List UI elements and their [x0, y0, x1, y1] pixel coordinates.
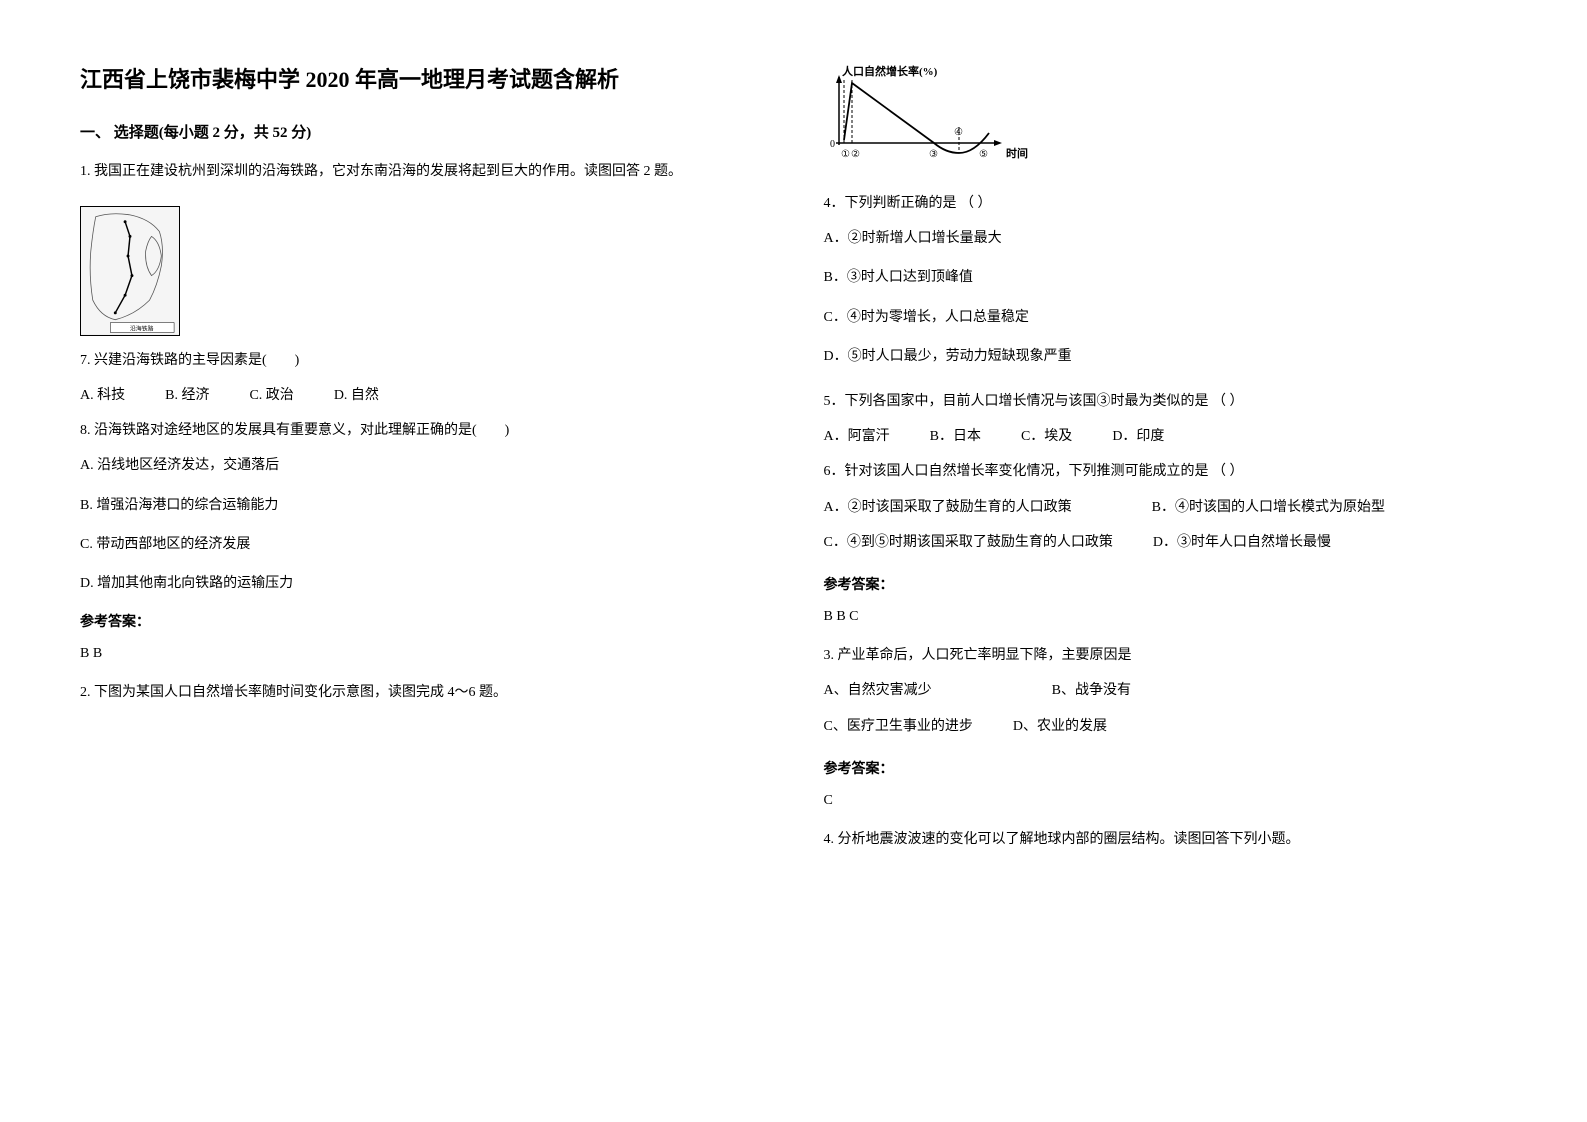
q5-option-c: C．埃及 — [1021, 424, 1072, 449]
q3-options-row1: A、自然灾害减少 B、战争没有 — [824, 678, 1508, 703]
q8-option-d: D. 增加其他南北向铁路的运输压力 — [80, 571, 764, 596]
q7-option-c: C. 政治 — [249, 383, 293, 408]
q4-option-d: D．⑤时人口最少，劳动力短缺现象严重 — [824, 344, 1508, 369]
q1-answer-label: 参考答案： — [80, 610, 764, 635]
q1-answer: B B — [80, 641, 764, 666]
svg-text:⑤: ⑤ — [979, 149, 988, 160]
q6-option-a: A．②时该国采取了鼓励生育的人口政策 — [824, 495, 1072, 520]
q4-option-c: C．④时为零增长，人口总量稳定 — [824, 305, 1508, 330]
q4-option-b: B．③时人口达到顶峰值 — [824, 265, 1508, 290]
q8-text: 8. 沿海铁路对途经地区的发展具有重要意义，对此理解正确的是( ) — [80, 418, 764, 443]
q8-option-c: C. 带动西部地区的经济发展 — [80, 532, 764, 557]
q7-text: 7. 兴建沿海铁路的主导因素是( ) — [80, 348, 764, 373]
chart-title: 人口自然增长率(%) — [842, 65, 938, 78]
section-header: 一、 选择题(每小题 2 分，共 52 分) — [80, 120, 764, 147]
q3-answer: C — [824, 788, 1508, 813]
q1-intro: 1. 我国正在建设杭州到深圳的沿海铁路，它对东南沿海的发展将起到巨大的作用。读图… — [80, 159, 764, 184]
chart-svg: 人口自然增长率(%) 0 ① ② ③ ④ ⑤ 时间 — [824, 65, 1034, 175]
q4-bottom-text: 4. 分析地震波波速的变化可以了解地球内部的圈层结构。读图回答下列小题。 — [824, 827, 1508, 852]
svg-text:沿海铁路: 沿海铁路 — [130, 324, 154, 332]
q5-options: A．阿富汗 B．日本 C．埃及 D．印度 — [824, 424, 1508, 449]
q6-option-b: B．④时该国的人口增长模式为原始型 — [1152, 495, 1385, 520]
q2-intro: 2. 下图为某国人口自然增长率随时间变化示意图，读图完成 4～6 题。 — [80, 680, 764, 705]
svg-text:②: ② — [851, 149, 860, 160]
q3-answer-label: 参考答案： — [824, 757, 1508, 782]
population-chart: 人口自然增长率(%) 0 ① ② ③ ④ ⑤ 时间 — [824, 65, 1034, 175]
q8-option-b: B. 增强沿海港口的综合运输能力 — [80, 493, 764, 518]
q6-option-d: D．③时年人口自然增长最慢 — [1153, 530, 1331, 555]
map-svg: 沿海铁路 — [81, 207, 179, 334]
q2-answer-label: 参考答案： — [824, 573, 1508, 598]
q4-text: 4．下列判断正确的是 （ ） — [824, 191, 1508, 216]
q5-option-a: A．阿富汗 — [824, 424, 890, 449]
q3-text: 3. 产业革命后，人口死亡率明显下降，主要原因是 — [824, 643, 1508, 668]
q6-text: 6．针对该国人口自然增长率变化情况，下列推测可能成立的是 （ ） — [824, 459, 1508, 484]
q7-options: A. 科技 B. 经济 C. 政治 D. 自然 — [80, 383, 764, 408]
svg-text:①: ① — [841, 149, 850, 160]
left-column: 江西省上饶市裴梅中学 2020 年高一地理月考试题含解析 一、 选择题(每小题 … — [80, 60, 764, 1062]
q3-option-a: A、自然灾害减少 — [824, 678, 932, 703]
q3-options-row2: C、医疗卫生事业的进步 D、农业的发展 — [824, 714, 1508, 739]
q6-options-row1: A．②时该国采取了鼓励生育的人口政策 B．④时该国的人口增长模式为原始型 — [824, 495, 1508, 520]
svg-text:时间: 时间 — [1006, 146, 1028, 160]
q6-options-row2: C．④到⑤时期该国采取了鼓励生育的人口政策 D．③时年人口自然增长最慢 — [824, 530, 1508, 555]
document-title: 江西省上饶市裴梅中学 2020 年高一地理月考试题含解析 — [80, 60, 764, 100]
right-column: 人口自然增长率(%) 0 ① ② ③ ④ ⑤ 时间 4．下列判断正确的是 （ ）… — [824, 60, 1508, 1062]
q6-option-c: C．④到⑤时期该国采取了鼓励生育的人口政策 — [824, 530, 1113, 555]
q7-option-b: B. 经济 — [165, 383, 209, 408]
svg-text:0: 0 — [830, 139, 835, 150]
q3-option-d: D、农业的发展 — [1013, 714, 1107, 739]
q7-option-d: D. 自然 — [334, 383, 379, 408]
q7-option-a: A. 科技 — [80, 383, 125, 408]
q5-text: 5．下列各国家中，目前人口增长情况与该国③时最为类似的是 （ ） — [824, 389, 1508, 414]
q5-option-d: D．印度 — [1112, 424, 1164, 449]
q5-option-b: B．日本 — [930, 424, 981, 449]
q4-option-a: A．②时新增人口增长量最大 — [824, 226, 1508, 251]
q3-option-c: C、医疗卫生事业的进步 — [824, 714, 973, 739]
svg-text:④: ④ — [954, 127, 963, 138]
q8-option-a: A. 沿线地区经济发达，交通落后 — [80, 453, 764, 478]
svg-text:③: ③ — [929, 149, 938, 160]
q2-answer: B B C — [824, 604, 1508, 629]
q3-option-b: B、战争没有 — [1052, 678, 1131, 703]
map-figure: 沿海铁路 — [80, 206, 180, 336]
